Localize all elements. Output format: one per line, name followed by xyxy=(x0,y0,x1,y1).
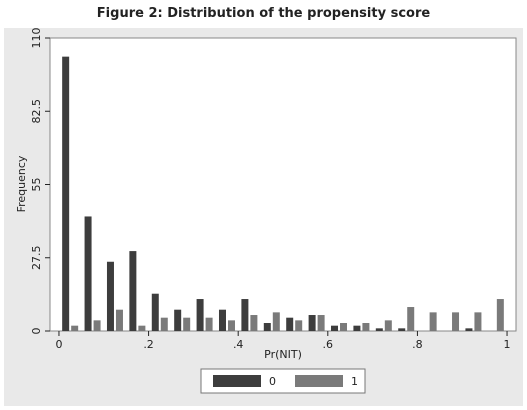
bars-group xyxy=(62,56,504,332)
bar-series-0-14 xyxy=(375,328,383,331)
bar-series-0-13 xyxy=(353,325,361,331)
bar-series-0-12 xyxy=(331,325,339,331)
figure-title: Figure 2: Distribution of the propensity… xyxy=(96,6,431,21)
legend-swatch-series-1 xyxy=(295,375,343,387)
bar-series-0-6 xyxy=(196,299,204,331)
bar-series-1-7 xyxy=(227,320,235,331)
plot-area xyxy=(49,37,517,332)
legend: 0 1 xyxy=(200,368,366,394)
y-tick-label: 55 xyxy=(30,178,43,192)
bar-series-0-4 xyxy=(151,293,159,331)
y-axis: 0 27.5 55 82.5 110 xyxy=(30,28,50,335)
x-tick-label: .2 xyxy=(143,338,154,351)
bar-series-1-13 xyxy=(362,323,370,331)
bar-series-1-17 xyxy=(452,312,460,331)
bar-series-1-10 xyxy=(295,320,303,331)
bar-series-1-3 xyxy=(138,325,146,331)
x-tick-label: .4 xyxy=(233,338,244,351)
legend-swatch-series-0 xyxy=(213,375,261,387)
bar-series-0-10 xyxy=(286,317,294,331)
bar-series-0-0 xyxy=(62,56,70,332)
bar-series-1-19 xyxy=(496,299,504,331)
bar-series-0-8 xyxy=(241,299,249,331)
x-tick-label: 0 xyxy=(55,338,62,351)
y-axis-title: Frequency xyxy=(15,155,28,212)
bar-series-0-7 xyxy=(218,309,226,331)
x-axis-title: Pr(NIT) xyxy=(264,348,302,361)
bar-series-0-9 xyxy=(263,323,271,331)
x-tick-label: .6 xyxy=(323,338,334,351)
bar-series-1-16 xyxy=(429,312,437,331)
bar-series-1-5 xyxy=(183,317,191,331)
bar-series-0-11 xyxy=(308,315,316,331)
y-tick-label: 0 xyxy=(30,328,43,335)
bar-series-1-0 xyxy=(71,325,79,331)
chart-panel: 0 27.5 55 82.5 110 0 .2 .4 .6 .8 1 Pr(NIT) Freque… xyxy=(4,28,523,406)
y-tick-label: 110 xyxy=(30,28,43,49)
bar-series-0-2 xyxy=(106,261,114,331)
bar-series-0-18 xyxy=(465,328,473,331)
bar-series-1-4 xyxy=(160,317,168,331)
bar-series-1-11 xyxy=(317,315,325,331)
y-tick-label: 27.5 xyxy=(30,246,43,271)
bar-series-1-8 xyxy=(250,315,258,331)
bar-series-1-15 xyxy=(407,307,415,331)
bar-series-1-14 xyxy=(384,320,392,331)
bar-series-1-9 xyxy=(272,312,280,331)
bar-series-0-5 xyxy=(174,309,182,331)
legend-label-series-0: 0 xyxy=(269,375,276,388)
legend-label-series-1: 1 xyxy=(351,375,358,388)
x-axis: 0 .2 .4 .6 .8 1 xyxy=(55,331,511,351)
bar-series-1-1 xyxy=(93,320,101,331)
bar-series-0-3 xyxy=(129,251,137,331)
x-tick-label: 1 xyxy=(504,338,511,351)
bar-series-1-12 xyxy=(340,323,348,331)
bar-series-0-1 xyxy=(84,216,92,331)
bar-series-1-18 xyxy=(474,312,482,331)
x-tick-label: .8 xyxy=(412,338,423,351)
y-tick-label: 82.5 xyxy=(30,99,43,124)
bar-series-1-2 xyxy=(115,309,123,331)
bar-series-0-15 xyxy=(398,328,406,331)
bar-series-1-6 xyxy=(205,317,213,331)
chart-svg: 0 27.5 55 82.5 110 0 .2 .4 .6 .8 1 Pr(NIT) Freque… xyxy=(15,28,517,394)
